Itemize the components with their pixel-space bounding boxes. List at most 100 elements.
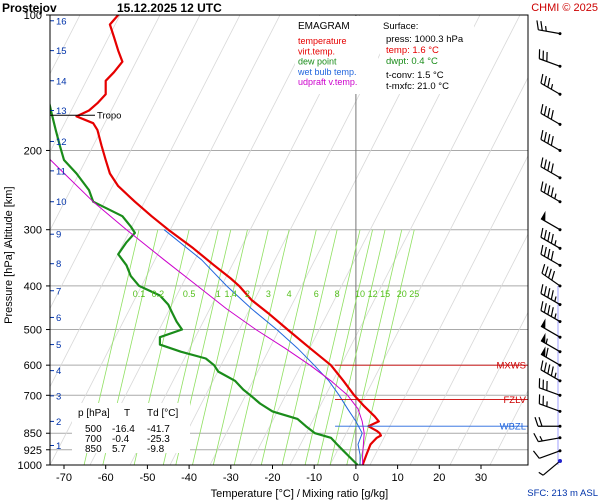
altitude-tick-label: 9 bbox=[56, 230, 61, 241]
barb-shaft bbox=[539, 403, 561, 412]
legend-entry: virt.temp. bbox=[298, 46, 335, 56]
barb-origin bbox=[558, 228, 562, 232]
legend-entry: temperature bbox=[298, 36, 347, 46]
barb-shaft bbox=[540, 369, 561, 382]
barb-feather bbox=[543, 286, 547, 296]
wind-barb bbox=[532, 449, 562, 459]
barb-origin bbox=[558, 32, 562, 36]
altitude-tick-label: 5 bbox=[56, 340, 61, 351]
dry-adiabat-line bbox=[409, 233, 528, 465]
barb-origin bbox=[558, 284, 562, 288]
barb-half-feather bbox=[554, 193, 557, 199]
barb-shaft bbox=[540, 166, 561, 179]
mixing-ratio-label: 15 bbox=[380, 289, 390, 299]
barb-feather bbox=[547, 107, 551, 118]
barb-feather bbox=[550, 187, 554, 197]
barb-feather bbox=[540, 244, 544, 255]
altitude-tick-label: 2 bbox=[56, 417, 61, 428]
altitude-tick-label: 10 bbox=[56, 197, 67, 208]
barb-feather bbox=[547, 231, 551, 242]
mxws-label: MXWS bbox=[496, 361, 526, 372]
barb-feather bbox=[538, 378, 541, 388]
barb-shaft bbox=[540, 112, 561, 125]
barb-origin bbox=[558, 449, 562, 453]
mixing-ratio-label: 20 bbox=[397, 289, 407, 299]
y-axis-label: Pressure [hPa] / bbox=[3, 244, 15, 324]
dry-adiabat-line bbox=[89, 15, 321, 465]
fzlv-label: FZLV bbox=[503, 395, 526, 406]
barb-feather bbox=[540, 157, 544, 167]
table-cell: -0.4 bbox=[112, 434, 130, 445]
barb-feather bbox=[542, 395, 544, 406]
barb-feather bbox=[547, 268, 552, 279]
wind-barb bbox=[538, 394, 562, 413]
barb-half-feather bbox=[539, 435, 543, 442]
altitude-tick-label: 7 bbox=[56, 286, 61, 297]
mixing-ratio-line bbox=[192, 229, 248, 465]
surface-tconv: t-conv: 1.5 °C bbox=[386, 70, 444, 81]
wind-barb bbox=[540, 103, 562, 126]
barb-half-feather bbox=[545, 338, 548, 344]
mixing-ratio-label: 25 bbox=[409, 289, 419, 299]
barb-feather bbox=[550, 290, 554, 300]
barb-feather bbox=[540, 360, 544, 370]
barb-feather bbox=[543, 229, 547, 240]
mixing-ratio-label: 0.5 bbox=[183, 289, 196, 299]
legend-box bbox=[295, 16, 378, 94]
wind-barb bbox=[540, 157, 562, 180]
mixing-ratio-label: 1 bbox=[216, 289, 221, 299]
legend-entry: dew point bbox=[298, 57, 337, 67]
barb-feather bbox=[543, 75, 547, 86]
barb-feather bbox=[543, 132, 547, 142]
barb-origin bbox=[558, 92, 562, 96]
dry-adiabat-line bbox=[449, 311, 528, 465]
barb-feather bbox=[532, 450, 540, 459]
x-axis-label: Temperature [°C] / bbox=[211, 488, 301, 500]
mixing-ratio-label: 2 bbox=[245, 289, 250, 299]
dry-adiabat-line bbox=[570, 15, 600, 465]
barb-feather bbox=[547, 248, 551, 259]
barb-feather bbox=[546, 51, 548, 62]
barb-feather bbox=[538, 49, 541, 59]
altitude-tick-label: 3 bbox=[56, 391, 61, 402]
barb-feather bbox=[547, 364, 551, 374]
tropopause-label: Tropo bbox=[97, 111, 121, 122]
pressure-tick-label: 300 bbox=[24, 225, 42, 237]
profile-lines bbox=[50, 15, 382, 465]
barb-shaft bbox=[541, 272, 561, 287]
table-cell: -9.8 bbox=[147, 444, 165, 455]
barb-origin bbox=[558, 64, 562, 68]
barb-feather bbox=[540, 227, 544, 238]
table-cell: -41.7 bbox=[147, 424, 170, 435]
barb-feather bbox=[547, 161, 551, 171]
table-header: Td [°C] bbox=[147, 408, 178, 419]
legend-entry: udpraft v.temp. bbox=[298, 77, 357, 87]
barb-feather bbox=[541, 264, 546, 274]
wind-barb bbox=[540, 227, 562, 250]
wind-barb bbox=[540, 318, 562, 339]
legend-title: EMAGRAM bbox=[298, 21, 350, 32]
x-tick-label: -30 bbox=[223, 472, 239, 484]
table-header: T bbox=[124, 408, 130, 419]
barb-feather bbox=[544, 266, 549, 276]
barb-feather bbox=[540, 73, 544, 84]
barb-feather bbox=[540, 21, 543, 31]
dry-adiabat-line bbox=[50, 15, 201, 310]
copyright: CHMI © 2025 bbox=[531, 2, 598, 14]
mixing-ratio-label: 0.2 bbox=[152, 289, 165, 299]
level-markers: Tropo MXWS FZLV WBZL SFC: 213 m ASL bbox=[50, 111, 598, 499]
wind-barb bbox=[540, 210, 562, 232]
dry-adiabat-line bbox=[50, 15, 161, 232]
pressure-tick-label: 100 bbox=[24, 10, 42, 22]
barb-feather bbox=[547, 134, 551, 144]
barb-feather bbox=[547, 288, 551, 298]
dry-adiabat-line bbox=[50, 15, 281, 465]
barb-shaft bbox=[539, 450, 561, 459]
x-axis-label-mixing: Mixing ratio [g/kg] bbox=[302, 488, 388, 500]
surface-dwpt: dwpt: 0.4 °C bbox=[386, 56, 438, 67]
barb-pennant bbox=[540, 346, 546, 357]
table-cell: -16.4 bbox=[112, 424, 135, 435]
barb-origin bbox=[558, 200, 562, 204]
mixing-ratio-label: 1.4 bbox=[225, 289, 238, 299]
barb-shaft bbox=[540, 293, 561, 306]
